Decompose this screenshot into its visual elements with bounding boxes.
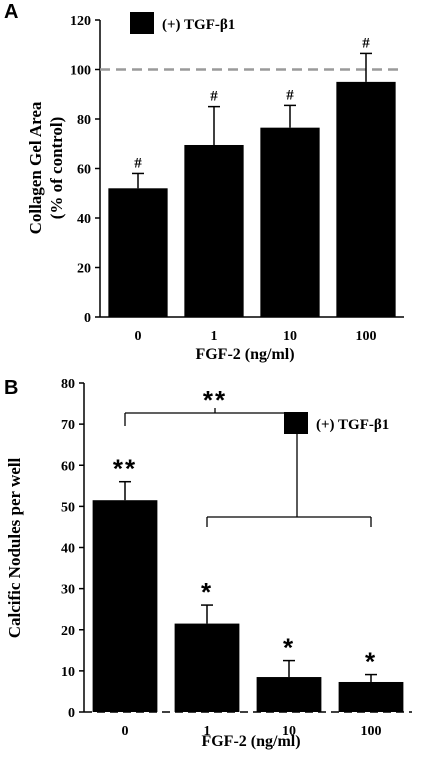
panel-b-bar <box>256 677 322 712</box>
panel-a-y-axis-title: Collagen Gel Area (% of control) <box>26 101 66 234</box>
panel-b-bar <box>92 500 158 712</box>
panel-b-y-tick-label: 10 <box>61 665 75 680</box>
panel-b-significance-marker: * <box>283 633 295 663</box>
panel-b-y-tick-label: 50 <box>61 500 75 515</box>
panel-a-y-tick-label: 120 <box>70 14 91 29</box>
panel-b-significance-marker: ** <box>113 454 137 484</box>
panel-b-y-tick-label: 30 <box>61 583 75 598</box>
panel-a-bar <box>184 144 244 317</box>
panel-b-y-axis-title: Calcific Nodules per well <box>5 457 24 638</box>
panel-a-significance-marker: # <box>286 87 294 103</box>
panel-a-ylabel-line-1: Collagen Gel Area <box>26 101 45 234</box>
panel-a-y-tick-label: 100 <box>70 64 91 79</box>
panel-b-legend-label: (+) TGF-β1 <box>316 417 389 433</box>
panel-b-y-tick-label: 40 <box>61 542 75 557</box>
panel-a-bar <box>108 188 168 317</box>
panel-b-y-tick-label: 0 <box>68 706 75 721</box>
panel-a-significance-marker: # <box>210 89 218 105</box>
panel-b-category-label: 0 <box>122 724 129 739</box>
panel-b-category-label: 1 <box>204 724 211 739</box>
panel-b-y-tick-label: 80 <box>61 377 75 392</box>
panel-a-legend-swatch <box>130 12 154 34</box>
panel-a-significance-marker: # <box>134 155 142 171</box>
panel-a-y-tick-label: 20 <box>77 262 91 277</box>
panel-a-significance-marker: # <box>362 35 370 51</box>
panel-b-x-axis-title: FGF-2 (ng/ml) <box>201 733 300 750</box>
panel-b-bracket-significance: ** <box>203 385 227 415</box>
panel-a-label: A <box>4 1 18 23</box>
panel-b-category-label: 10 <box>282 724 296 739</box>
panel-b-category-label: 100 <box>361 724 382 739</box>
panel-a-x-axis-title: FGF-2 (ng/ml) <box>195 346 294 363</box>
panel-b-y-tick-label: 60 <box>61 459 75 474</box>
panel-b-bar <box>174 623 240 712</box>
panel-b-y-tick-label: 70 <box>61 418 75 433</box>
panel-a-y-tick-label: 80 <box>77 113 91 128</box>
panel-a-bar <box>260 127 320 317</box>
panel-a-ylabel-line-2: (% of control) <box>47 117 66 220</box>
panel-a-y-tick-label: 0 <box>84 311 91 326</box>
panel-b: B (+) TGF-β1 Calcific Nodules per well F… <box>4 377 412 750</box>
panel-a-y-tick-label: 60 <box>77 163 91 178</box>
panel-a-category-label: 1 <box>211 329 218 344</box>
panel-a-category-label: 0 <box>135 329 142 344</box>
panel-b-legend-swatch <box>284 412 308 434</box>
panel-a-legend-label: (+) TGF-β1 <box>162 17 235 33</box>
panel-b-significance-marker: * <box>365 647 377 677</box>
panel-a-category-label: 10 <box>283 329 297 344</box>
panel-a: A (+) TGF-β1 Collagen Gel Area (% of con… <box>4 1 404 363</box>
panel-b-bar <box>338 681 404 712</box>
panel-a-category-label: 100 <box>356 329 377 344</box>
panel-b-label: B <box>4 377 18 399</box>
panel-a-bar <box>336 81 396 317</box>
panel-b-significance-marker: * <box>201 577 213 607</box>
panel-a-y-tick-label: 40 <box>77 212 91 227</box>
panel-b-y-tick-label: 20 <box>61 624 75 639</box>
